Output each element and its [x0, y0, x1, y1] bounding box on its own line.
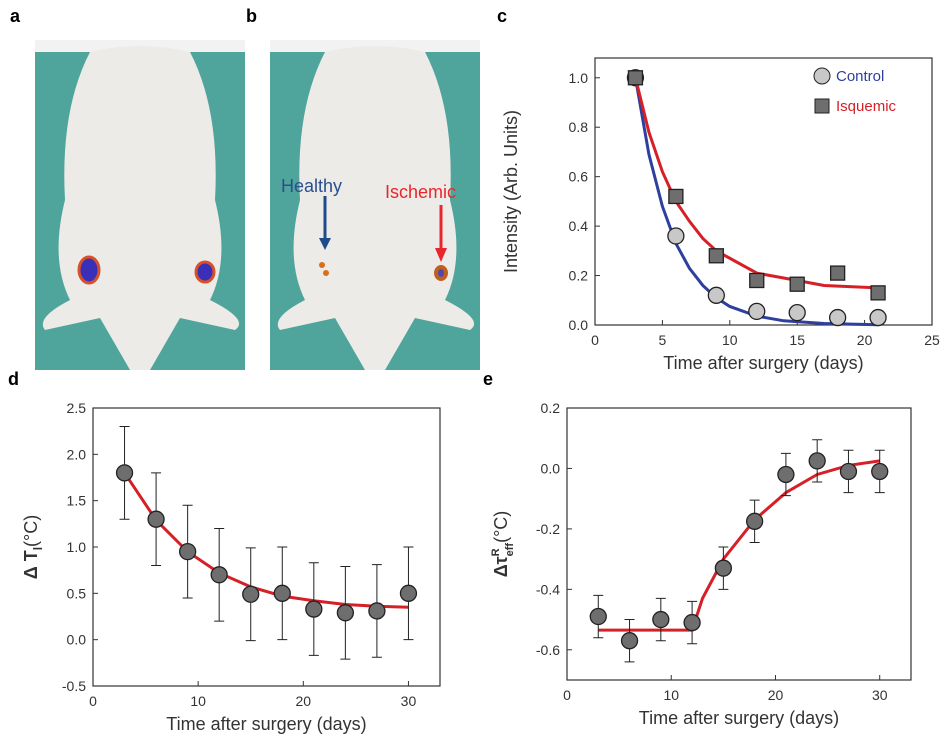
y-tick-label: -0.2 [536, 521, 560, 537]
legend-label: Control [836, 68, 884, 85]
marker [147, 510, 165, 528]
y-tick-label: 0.2 [541, 400, 561, 416]
marker [808, 452, 826, 470]
y-tick-label: 0.6 [569, 169, 589, 185]
x-tick-label: 5 [659, 332, 667, 348]
marker [707, 286, 725, 304]
plot-frame [566, 407, 912, 681]
marker [829, 265, 846, 281]
y-tick-label: 0.0 [67, 632, 87, 648]
legend-marker [814, 98, 830, 114]
y-tick-label: 2.5 [67, 400, 87, 416]
x-tick-label: 10 [663, 687, 679, 703]
marker [336, 604, 355, 622]
y-tick-label: 0.2 [569, 268, 589, 284]
plot-frame [92, 407, 441, 687]
panel-label: e [483, 369, 493, 389]
y-tick-label: -0.6 [536, 642, 560, 658]
panel-label: a [10, 6, 21, 26]
marker [242, 585, 260, 603]
legend-label: Isquemic [836, 98, 897, 115]
marker [828, 308, 847, 327]
panel-label: d [8, 369, 19, 389]
y-axis-label: ΔτR eff(°C) [490, 511, 516, 578]
marker [667, 227, 685, 245]
x-axis-label: Time after surgery (days) [663, 353, 863, 373]
x-tick-label: 0 [591, 332, 599, 348]
x-tick-label: 30 [401, 693, 417, 709]
y-axis-label: Intensity (Arb. Units) [501, 110, 521, 273]
y-tick-label: -0.4 [536, 581, 560, 597]
annotation: Healthy [281, 176, 342, 196]
marker [178, 542, 197, 561]
y-axis-label-sub: l [31, 547, 45, 550]
marker [839, 462, 858, 481]
marker [620, 632, 639, 650]
x-tick-label: 20 [857, 332, 873, 348]
marker [714, 559, 733, 577]
x-axis-label: Time after surgery (days) [166, 714, 366, 734]
fit-line [123, 472, 409, 609]
marker [668, 188, 684, 205]
marker [652, 610, 670, 629]
photo-a [35, 40, 245, 370]
x-tick-label: 25 [924, 332, 940, 348]
marker [627, 70, 644, 86]
x-tick-label: 0 [89, 693, 97, 709]
annotation: Ischemic [385, 182, 456, 202]
marker [708, 248, 724, 264]
y-tick-label: 0.5 [67, 585, 87, 601]
marker [305, 600, 323, 618]
panel-label: c [497, 6, 507, 26]
marker [789, 276, 805, 292]
marker [399, 584, 418, 602]
x-tick-label: 20 [296, 693, 312, 709]
y-tick-label: 1.5 [67, 493, 87, 509]
x-tick-label: 10 [722, 332, 738, 348]
x-tick-label: 15 [789, 332, 805, 348]
y-axis-label-sub: eff [504, 543, 516, 557]
panel-label: b [246, 6, 257, 26]
y-axis-label-unit: (°C) [21, 515, 41, 547]
marker [870, 285, 886, 301]
marker [869, 308, 887, 327]
marker [683, 613, 701, 632]
y-tick-label: 1.0 [67, 539, 87, 555]
legend-marker [813, 67, 831, 85]
plot-frame [594, 57, 933, 326]
marker [788, 303, 806, 322]
marker [210, 566, 228, 584]
x-tick-label: 20 [768, 687, 784, 703]
marker [589, 607, 607, 626]
y-tick-label: 2.0 [67, 446, 87, 462]
y-axis-label-main: Δ T [21, 550, 41, 579]
y-axis-label-sup: R [490, 548, 502, 556]
marker [777, 465, 795, 484]
marker [748, 302, 766, 321]
marker [273, 584, 291, 602]
y-axis-label: Δ Tl(°C) [21, 515, 45, 579]
marker [745, 512, 764, 530]
y-tick-label: 0.0 [541, 460, 561, 476]
y-tick-label: 0.4 [569, 218, 589, 234]
y-tick-label: 0.0 [569, 317, 589, 333]
y-tick-label: 0.8 [569, 119, 589, 135]
y-axis-label-main: Δτ [491, 556, 511, 577]
fit-line [598, 459, 880, 632]
y-axis-label-unit: (°C) [491, 511, 511, 543]
x-tick-label: 10 [190, 693, 206, 709]
marker [749, 272, 765, 289]
marker [115, 464, 134, 482]
x-axis-label: Time after surgery (days) [639, 708, 839, 728]
photo-b [270, 40, 480, 370]
marker [368, 602, 386, 620]
y-tick-label: -0.5 [62, 678, 86, 694]
x-tick-label: 30 [872, 687, 888, 703]
y-tick-label: 1.0 [569, 70, 589, 86]
x-tick-label: 0 [563, 687, 571, 703]
marker [871, 462, 889, 481]
